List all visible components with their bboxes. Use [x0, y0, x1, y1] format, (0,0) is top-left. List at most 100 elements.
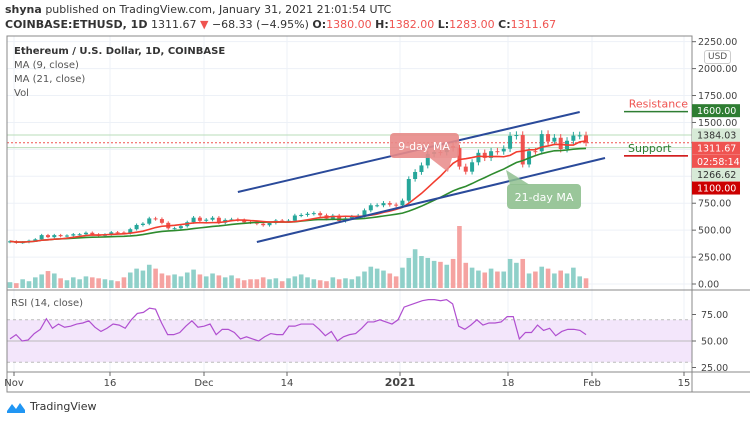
candle-body — [39, 235, 44, 240]
publish-text: published on TradingView.com, January 31… — [45, 3, 392, 16]
volume-bar — [336, 279, 342, 288]
ma21-callout — [507, 184, 581, 209]
volume-bar — [96, 278, 101, 288]
legend-ma21[interactable]: MA (21, close) — [14, 74, 86, 85]
ma21-callout-label: 21-day MA — [515, 191, 574, 204]
volume-bar — [387, 273, 393, 288]
time-axis[interactable]: Nov 16 Dec 14 2021 18 Feb 15 — [4, 372, 690, 389]
candle-body — [58, 235, 63, 237]
trendline — [256, 157, 606, 243]
volume-bar — [260, 277, 266, 288]
candle-body — [242, 220, 247, 223]
volume-bar — [134, 268, 139, 288]
volume-bar — [425, 257, 431, 288]
ma9-callout — [390, 133, 459, 158]
candle-body — [147, 218, 152, 224]
candle-body — [571, 135, 576, 141]
time-tick-label: Feb — [583, 378, 601, 389]
candle-body — [457, 148, 462, 167]
price-tick-label: 1750.00 — [698, 91, 737, 102]
price-marker-label: 02:58:14 — [697, 157, 740, 168]
candle-body — [577, 135, 582, 137]
candle-body — [470, 162, 475, 172]
candle-body — [419, 165, 424, 172]
volume-bar — [469, 267, 475, 288]
volume-bar — [444, 264, 450, 288]
author[interactable]: shyna — [5, 3, 42, 16]
rsi-line — [9, 299, 587, 342]
chart-legend: Ethereum / U.S. Dollar, 1D, COINBASE MA … — [14, 45, 225, 101]
candle-body — [52, 235, 57, 238]
rsi-legend[interactable]: RSI (14, close) — [11, 298, 84, 309]
candle-body — [109, 232, 114, 235]
time-tick-label: 18 — [502, 378, 515, 389]
symbol-info: COINBASE:ETHUSD, 1D 1311.67 ▼ −68.33 (−4… — [5, 18, 556, 31]
volume-bar — [583, 278, 589, 288]
price-axis[interactable]: 2250.00 2000.00 1750.00 1500.00 750.00 500.00… — [692, 37, 740, 374]
legend-ma9[interactable]: MA (9, close) — [14, 60, 79, 71]
volume-bar — [102, 279, 108, 288]
volume-bar — [64, 280, 70, 288]
candle-body — [134, 224, 139, 230]
tradingview-logo[interactable]: TradingView — [6, 400, 96, 413]
candle-body — [362, 210, 367, 216]
candle-body — [337, 215, 342, 221]
candle-body — [318, 213, 323, 216]
candle-body — [387, 203, 392, 205]
volume-bar — [45, 271, 51, 288]
volume-bar — [58, 278, 63, 288]
moving-averages — [9, 140, 587, 243]
volume-bar — [146, 264, 152, 288]
candle-body — [463, 166, 468, 172]
candle-body — [311, 213, 316, 215]
candle-body — [229, 219, 234, 221]
volume-bar — [311, 279, 317, 288]
price-levels — [7, 134, 692, 149]
volume-bar — [558, 270, 564, 288]
candle-body — [394, 204, 399, 206]
candle-body — [482, 152, 487, 158]
down-arrow-icon: ▼ — [199, 18, 209, 31]
candle-body — [90, 232, 95, 235]
candle-body — [286, 220, 291, 222]
candle-body — [115, 232, 120, 234]
volume-bar — [495, 271, 500, 288]
volume-bar — [577, 276, 582, 288]
low-value: 1283.00 — [449, 18, 495, 31]
price-tick-label: 2000.00 — [698, 64, 737, 75]
price-tick-label: 750.00 — [698, 199, 731, 210]
volume-bar — [406, 257, 412, 288]
candle-body — [210, 217, 215, 220]
publish-info: shyna published on TradingView.com, Janu… — [5, 3, 391, 16]
candle-body — [558, 137, 563, 150]
rsi-tick-label: 50.00 — [701, 337, 728, 348]
price-marker-label: 1266.62 — [697, 170, 736, 181]
currency-button[interactable]: USD — [704, 50, 732, 64]
volume-bar — [20, 279, 25, 288]
open-label: O: — [312, 18, 327, 31]
candle-body — [520, 135, 525, 165]
legend-vol[interactable]: Vol — [14, 88, 29, 99]
volume-bar — [482, 272, 488, 288]
volume-bar — [533, 271, 538, 288]
time-tick-label: 16 — [104, 378, 117, 389]
candle-body — [267, 222, 272, 226]
candle-body — [368, 205, 373, 211]
legend-title: Ethereum / U.S. Dollar, 1D, COINBASE — [14, 46, 226, 57]
panel-frame — [6, 35, 750, 393]
candle-body — [381, 203, 386, 206]
volume-bar — [216, 275, 222, 288]
volume-bar — [526, 273, 532, 288]
volume-bar — [431, 260, 437, 288]
candle-body — [191, 217, 196, 223]
volume-bar — [273, 278, 279, 288]
volume-bar — [324, 281, 329, 288]
candle-body — [413, 171, 418, 179]
last-price: 1311.67 — [150, 18, 197, 31]
candle-body — [299, 214, 304, 216]
candle-body — [197, 217, 202, 221]
price-marker-label: 1384.03 — [697, 130, 736, 141]
volume-bar — [330, 277, 336, 288]
volume-bar — [77, 279, 82, 288]
